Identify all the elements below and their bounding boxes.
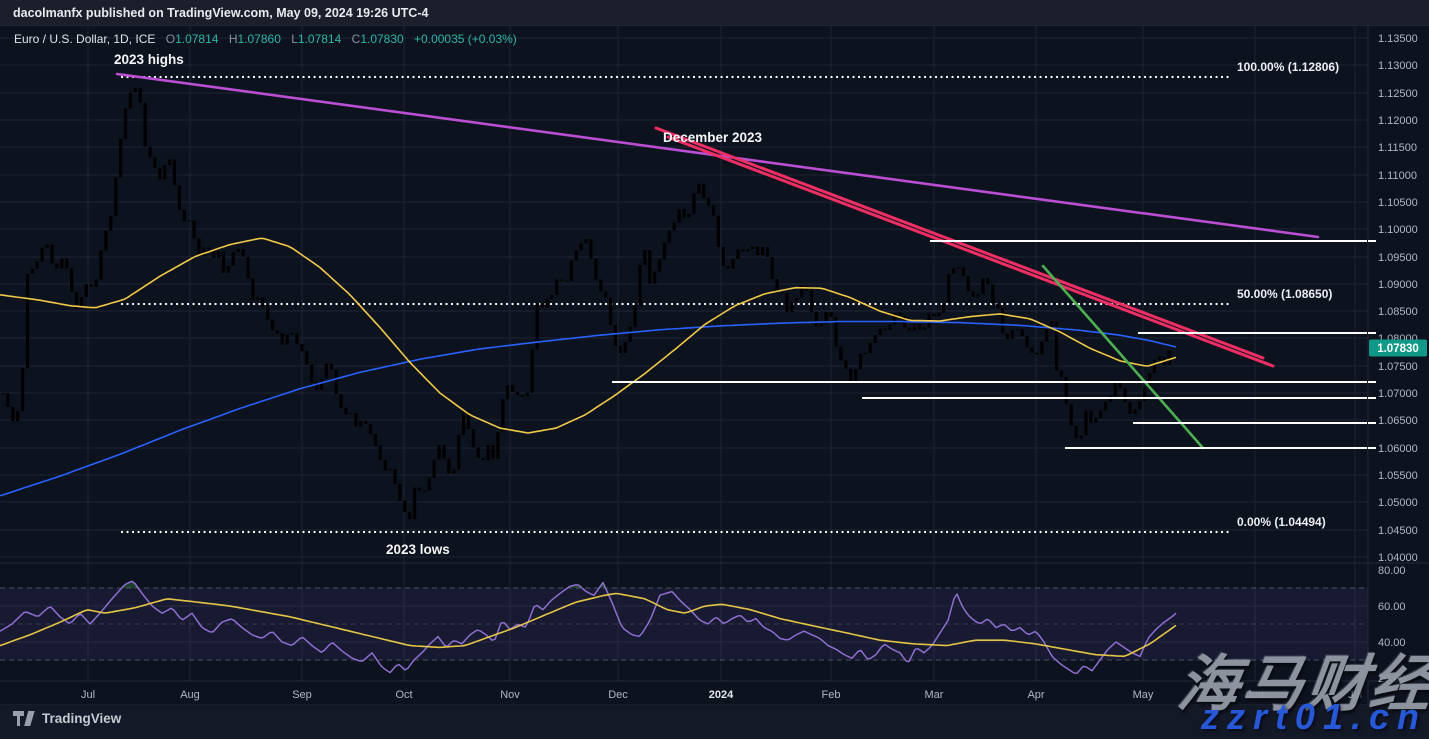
low-value: 1.07814 <box>297 32 342 46</box>
svg-text:Jun: Jun <box>1246 689 1264 701</box>
svg-text:1.06000: 1.06000 <box>1378 443 1418 455</box>
support-resistance-lines[interactable] <box>612 240 1367 449</box>
svg-text:1.08500: 1.08500 <box>1378 306 1418 318</box>
svg-text:1.09500: 1.09500 <box>1378 252 1418 264</box>
high-label: H <box>228 32 238 46</box>
svg-text:1.04000: 1.04000 <box>1378 552 1418 564</box>
svg-text:1.07830: 1.07830 <box>1377 343 1419 355</box>
rsi-line <box>0 580 1177 675</box>
svg-text:Feb: Feb <box>822 689 841 701</box>
pink-channel-lower[interactable] <box>666 135 1275 368</box>
svg-text:Jul: Jul <box>1348 689 1362 701</box>
change-value: +0.00035 (+0.03%) <box>414 32 517 46</box>
svg-text:Jul: Jul <box>81 689 95 701</box>
ma-yellow-line <box>0 237 1177 434</box>
fibonacci-levels[interactable]: 100.00% (1.12806) 50.00% (1.08650) 0.00% (… <box>120 60 1339 534</box>
svg-text:Aug: Aug <box>180 689 200 701</box>
publish-bar: dacolmanfx published on TradingView.com,… <box>0 0 1429 26</box>
tradingview-logo-text: TradingView <box>42 711 122 726</box>
svg-text:December 2023: December 2023 <box>663 130 763 145</box>
svg-text:1.06500: 1.06500 <box>1378 415 1418 427</box>
svg-text:60.00: 60.00 <box>1378 601 1406 613</box>
svg-text:1.12500: 1.12500 <box>1378 88 1418 100</box>
svg-text:Apr: Apr <box>1027 689 1044 701</box>
low-label: L <box>291 32 298 46</box>
rsi-ma-line <box>0 592 1177 658</box>
tradingview-logo-icon <box>13 711 35 726</box>
svg-text:1.11000: 1.11000 <box>1378 170 1417 182</box>
open-label: O <box>165 32 176 46</box>
svg-text:1.11500: 1.11500 <box>1378 142 1417 154</box>
open-value: 1.07814 <box>175 32 219 46</box>
chart-annotations: 2023 highs December 2023 2023 lows <box>114 52 763 557</box>
svg-text:0.00% (1.04494): 0.00% (1.04494) <box>1237 515 1326 529</box>
svg-text:40.00: 40.00 <box>1378 637 1406 649</box>
svg-text:100.00% (1.12806): 100.00% (1.12806) <box>1237 60 1339 74</box>
time-axis[interactable]: Jul Aug Sep Oct Nov Dec 2024 Feb Mar Apr May Jun Jul <box>81 689 1362 701</box>
svg-text:1.12000: 1.12000 <box>1378 115 1418 127</box>
svg-text:1.05500: 1.05500 <box>1378 470 1418 482</box>
price-axis[interactable]: 1.13500 1.13000 1.12500 1.12000 1.11500 1.110… <box>1368 33 1418 564</box>
candles-series <box>1 87 1171 520</box>
symbol-legend[interactable]: Euro / U.S. Dollar, 1D, ICE O1.07814 H1.… <box>14 32 517 46</box>
svg-text:Mar: Mar <box>925 689 944 701</box>
svg-text:2023 highs: 2023 highs <box>114 52 184 67</box>
watermark-site-url: zzrt01.cn <box>1200 696 1427 737</box>
svg-text:50.00% (1.08650): 50.00% (1.08650) <box>1237 287 1332 301</box>
high-value: 1.07860 <box>237 32 281 46</box>
footer-strip: TradingView <box>0 705 1429 739</box>
svg-text:1.09000: 1.09000 <box>1378 279 1418 291</box>
ma-blue-line <box>0 320 1177 497</box>
publish-bar-text: dacolmanfx published on TradingView.com,… <box>13 6 429 20</box>
svg-text:1.13500: 1.13500 <box>1378 33 1418 45</box>
svg-text:1.05000: 1.05000 <box>1378 497 1418 509</box>
svg-text:Sep: Sep <box>292 689 312 701</box>
svg-text:Nov: Nov <box>500 689 520 701</box>
close-label: C <box>351 32 361 46</box>
close-value: 1.07830 <box>360 32 404 46</box>
svg-text:May: May <box>1133 689 1154 701</box>
symbol-title: Euro / U.S. Dollar, 1D, ICE <box>14 32 156 46</box>
last-price-badge: 1.07830 <box>1369 339 1427 357</box>
svg-text:1.07000: 1.07000 <box>1378 388 1418 400</box>
svg-text:2024: 2024 <box>709 689 734 701</box>
svg-text:20.00: 20.00 <box>1378 673 1406 685</box>
svg-text:1.10500: 1.10500 <box>1378 197 1418 209</box>
trendline-green[interactable] <box>1041 264 1205 450</box>
svg-text:1.10000: 1.10000 <box>1378 224 1418 236</box>
svg-text:Dec: Dec <box>608 689 628 701</box>
indicator-axis[interactable]: 80.00 60.00 40.00 20.00 <box>1378 565 1406 685</box>
grid <box>0 26 1368 681</box>
svg-text:1.07500: 1.07500 <box>1378 361 1418 373</box>
svg-text:80.00: 80.00 <box>1378 565 1406 577</box>
svg-text:Oct: Oct <box>395 689 412 701</box>
tradingview-logo-link[interactable]: TradingView <box>13 711 121 726</box>
svg-text:1.13000: 1.13000 <box>1378 60 1418 72</box>
svg-text:1.04500: 1.04500 <box>1378 525 1418 537</box>
svg-text:2023 lows: 2023 lows <box>386 542 450 557</box>
pink-channel-upper[interactable] <box>654 126 1265 360</box>
